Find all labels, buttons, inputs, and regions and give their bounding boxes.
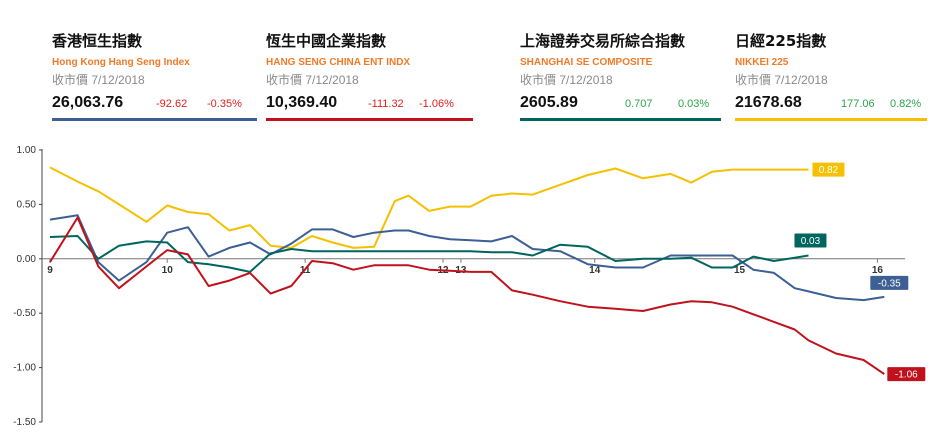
nikkei-end-label: 0.82 [819,165,839,176]
series-lines [49,166,885,375]
x-tick-label: 9 [47,265,53,276]
panel-hscei: 恆生中國企業指數 HANG SENG CHINA ENT INDX 收市價 7/… [266,30,486,121]
end-labels: 0.82 -0.35 0.03 -1.06 [794,162,926,382]
index-value: 2605.89 [520,94,578,111]
index-change: 0.707 [625,98,653,110]
nikkei-end-label-box [812,162,845,177]
panel-date: 收市價 7/12/2018 [520,73,613,87]
y-tick-label: -1.00 [13,363,36,374]
x-tick-label: 15 [734,265,746,276]
panel-subtitle: SHANGHAI SE COMPOSITE [520,57,653,68]
shanghai-end-label-box [794,233,827,248]
panel-subtitle: Hong Kong Hang Seng Index [52,57,190,68]
x-tick-label: 16 [872,265,884,276]
shanghai-line [49,235,809,273]
index-change: 177.06 [841,98,875,110]
panel-title: 香港恒生指數 [52,32,143,50]
panel-subtitle: NIKKEI 225 [735,57,789,68]
panel-value-row: 21678.68 177.06 0.82% [735,92,927,121]
y-axis: 1.00 0.50 0.00 -0.50 -1.00 -1.50 [13,145,43,428]
index-value: 21678.68 [735,94,802,111]
x-tick-label: 14 [589,265,601,276]
y-tick-label: -0.50 [13,308,36,319]
hsi-end-label: -0.35 [878,278,901,289]
index-change-pct: -1.06% [419,98,454,110]
hsi-end-label-box [870,275,909,290]
nikkei-line [49,166,809,249]
panel-title: 恆生中國企業指數 [266,32,387,50]
panel-nikkei: 日經225指數 NIKKEI 225 收市價 7/12/2018 21678.6… [735,30,938,121]
y-tick-label: -1.50 [13,417,36,428]
panel-shanghai: 上海證券交易所綜合指數 SHANGHAI SE COMPOSITE 收市價 7/… [520,30,740,121]
index-change: -92.62 [156,98,188,110]
hscei-end-label: -1.06 [895,370,918,381]
panel-value-row: 2605.89 0.707 0.03% [520,92,721,121]
hsi-line [49,214,885,302]
panel-date: 收市價 7/12/2018 [52,73,145,87]
panel-subtitle: HANG SENG CHINA ENT INDX [266,57,411,68]
hscei-line [49,216,885,375]
panel-date: 收市價 7/12/2018 [266,73,359,87]
panel-value-row: 26,063.76 -92.62 -0.35% [52,92,257,121]
hscei-end-label-box [887,367,926,382]
panel-title: 上海證券交易所綜合指數 [520,32,686,50]
index-change: -111.32 [368,98,404,110]
panel-title: 日經225指數 [735,32,827,50]
y-tick-label: 1.00 [17,145,37,156]
y-tick-label: 0.50 [17,199,37,210]
index-change-pct: 0.82% [890,98,922,110]
index-change-pct: 0.03% [678,98,710,110]
x-tick-label: 10 [162,265,174,276]
index-change-pct: -0.35% [207,98,242,110]
y-tick-label: 0.00 [17,254,37,265]
index-value: 26,063.76 [52,94,124,111]
panel-hsi: 香港恒生指數 Hong Kong Hang Seng Index 收市價 7/1… [52,30,272,121]
x-tick-label: 13 [455,265,467,276]
shanghai-end-label: 0.03 [801,236,821,247]
index-value: 10,369.40 [266,94,338,111]
panel-date: 收市價 7/12/2018 [735,73,828,87]
panel-value-row: 10,369.40 -111.32 -1.06% [266,92,473,121]
